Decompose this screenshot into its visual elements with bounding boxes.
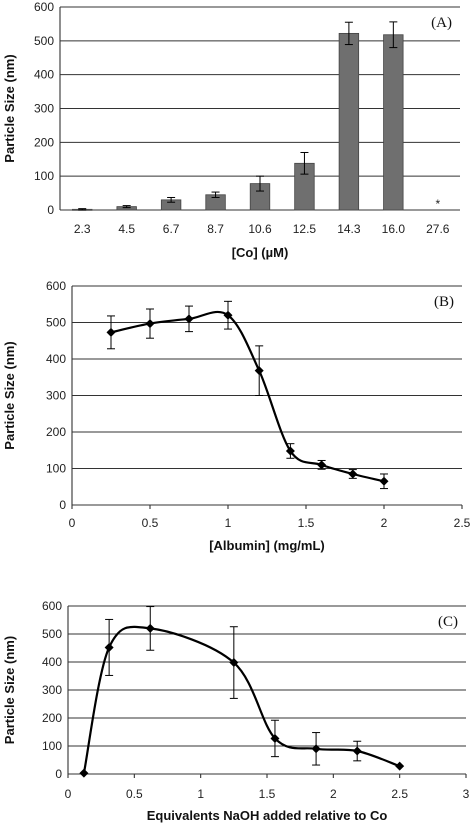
y-tick-label: 100 <box>34 169 54 183</box>
y-tick-label: 600 <box>46 279 66 293</box>
data-point-5 <box>311 744 321 754</box>
data-point-0 <box>106 327 116 337</box>
panel-label: (C) <box>438 614 458 630</box>
x-tick-label: 1.5 <box>298 516 315 530</box>
x-tick-label: 6.7 <box>163 222 180 236</box>
y-tick-label: 100 <box>42 739 62 753</box>
y-tick-label: 500 <box>42 627 62 641</box>
x-tick-label: 2.3 <box>74 222 91 236</box>
x-axis-title: Equivalents NaOH added relative to Co <box>147 808 388 823</box>
data-point-3 <box>223 310 233 320</box>
y-axis-title: Particle Size (nm) <box>2 54 17 162</box>
x-tick-label: 1.5 <box>259 787 276 801</box>
x-tick-label: 0.5 <box>142 516 159 530</box>
bar-14.3 <box>338 32 360 211</box>
x-tick-label: 16.0 <box>382 222 406 236</box>
x-tick-label: 0 <box>69 516 76 530</box>
data-point-2 <box>184 314 194 324</box>
y-tick-label: 0 <box>55 767 62 781</box>
y-tick-label: 400 <box>46 352 66 366</box>
series-line <box>110 310 385 483</box>
data-point-1 <box>145 319 155 329</box>
data-point-8 <box>379 476 389 486</box>
x-tick-label: 12.5 <box>293 222 317 236</box>
bar-16.0 <box>383 34 404 211</box>
data-point-4 <box>270 733 280 743</box>
x-tick-label: 2.5 <box>391 787 408 801</box>
x-tick-label: 1 <box>225 516 232 530</box>
y-tick-label: 200 <box>42 711 62 725</box>
y-tick-label: 100 <box>46 462 66 476</box>
data-point-0 <box>79 768 89 778</box>
y-tick-label: 0 <box>59 498 66 512</box>
chart-panel-1: 0 100 200 300 400 500 600 Particle Size (nm) [Co… <box>2 0 460 260</box>
x-tick-label: 4.5 <box>118 222 135 236</box>
panel-label: (A) <box>431 15 452 31</box>
y-tick-label: 300 <box>46 389 66 403</box>
panel-label: (B) <box>434 294 454 310</box>
data-point-3 <box>229 658 239 668</box>
data-point-4 <box>254 366 264 376</box>
data-point-7 <box>348 469 358 479</box>
x-tick-label: 1 <box>197 787 204 801</box>
y-tick-label: 300 <box>34 102 54 116</box>
data-point-6 <box>352 746 362 756</box>
y-tick-label: 300 <box>42 683 62 697</box>
x-tick-label: 14.3 <box>337 222 361 236</box>
y-axis-title: Particle Size (nm) <box>2 636 17 744</box>
x-tick-label: 2 <box>330 787 337 801</box>
x-axis-title: [Co] (µM) <box>232 245 289 260</box>
chart-panel-3: 0 100 200 300 400 500 600 Particle Size (nm) Equ… <box>2 599 470 823</box>
data-point-1 <box>104 642 114 652</box>
x-tick-label: 3 <box>463 787 470 801</box>
x-tick-label: 8.7 <box>207 222 224 236</box>
x-tick-label: 27.6 <box>426 222 450 236</box>
x-tick-label: 10.6 <box>248 222 272 236</box>
x-axis-title: [Albumin] (mg/mL) <box>209 538 325 553</box>
chart-panel-2: 0 100 200 300 400 500 600 Particle Size (nm) [Al… <box>2 279 471 553</box>
y-tick-label: 400 <box>34 68 54 82</box>
x-tick-label: 2.5 <box>454 516 471 530</box>
y-tick-label: 200 <box>34 135 54 149</box>
y-tick-label: 0 <box>47 203 54 217</box>
x-tick-label: 0 <box>65 787 72 801</box>
data-point-5 <box>285 446 295 456</box>
y-axis-title: Particle Size (nm) <box>2 341 17 449</box>
y-tick-label: 500 <box>46 316 66 330</box>
y-tick-label: 600 <box>34 0 54 14</box>
y-tick-label: 200 <box>46 425 66 439</box>
y-tick-label: 600 <box>42 599 62 613</box>
x-tick-label: 2 <box>381 516 388 530</box>
data-point-2 <box>145 623 155 633</box>
y-tick-label: 400 <box>42 655 62 669</box>
y-tick-label: 500 <box>34 34 54 48</box>
bar-annotation: * <box>435 197 440 211</box>
data-point-7 <box>395 761 405 771</box>
x-tick-label: 0.5 <box>126 787 143 801</box>
data-point-6 <box>317 460 327 470</box>
series-line <box>82 625 401 774</box>
